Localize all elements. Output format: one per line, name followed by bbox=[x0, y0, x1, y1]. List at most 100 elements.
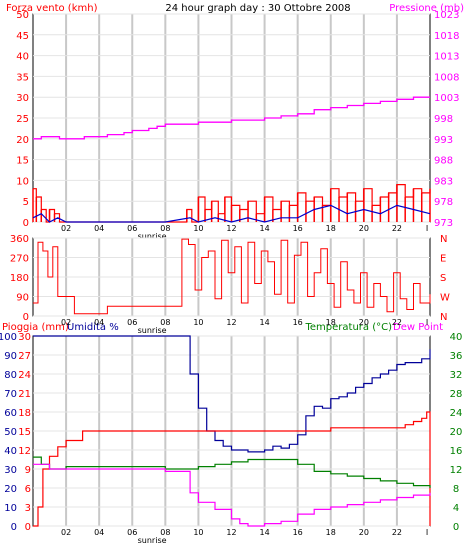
compass-tick-label: N bbox=[440, 312, 447, 323]
x-tick-label: 08 bbox=[160, 318, 170, 327]
pressure-y-tick-label: 973 bbox=[434, 218, 453, 229]
pressure-y-tick-label: 1003 bbox=[434, 93, 459, 104]
wind-y-tick-label: 0 bbox=[23, 218, 29, 229]
humidity-y-tick-label: 30 bbox=[4, 465, 17, 476]
x-tick-label: 10 bbox=[193, 528, 203, 537]
x-tick-label: 10 bbox=[193, 224, 203, 233]
sunrise-label: sunrise bbox=[138, 232, 167, 241]
compass-tick-label: E bbox=[440, 254, 446, 265]
direction-y-tick-label: 270 bbox=[10, 254, 29, 265]
humidity-y-tick-label: 60 bbox=[4, 408, 17, 419]
pressure-y-tick-label: 993 bbox=[434, 135, 453, 146]
wind-y-tick-label: 40 bbox=[16, 52, 29, 63]
pressure-y-tick-label: 978 bbox=[434, 197, 453, 208]
dewpoint-axis-title: Dew Point bbox=[393, 322, 443, 333]
rain-y-tick-label: 12 bbox=[18, 446, 31, 457]
pressure-y-tick-label: 988 bbox=[434, 156, 453, 167]
x-tick-label: 20 bbox=[359, 224, 369, 233]
humidity-rain-temperature-panel: 02 04 06 08 10 12 14 16 18 20 22 Isunrise0102030405… bbox=[0, 332, 462, 545]
x-tick-label: 06 bbox=[127, 528, 137, 537]
x-tick-label: 08 bbox=[160, 528, 170, 537]
humidity-y-tick-label: 0 bbox=[11, 522, 17, 533]
x-tick-label: 04 bbox=[94, 224, 104, 233]
compass-tick-label: S bbox=[440, 273, 446, 284]
x-tick-label: I bbox=[426, 224, 428, 233]
x-tick-label: 06 bbox=[127, 224, 137, 233]
rain-y-tick-label: 30 bbox=[18, 332, 31, 343]
temperature-y-tick-label: 8 bbox=[453, 484, 459, 495]
x-tick-label: 06 bbox=[127, 318, 137, 327]
temperature-y-tick-label: 36 bbox=[450, 351, 463, 362]
pressure-axis-title: Pressione (mb) bbox=[389, 3, 464, 14]
rain-y-tick-label: 0 bbox=[25, 522, 31, 533]
humidity-line bbox=[33, 335, 431, 453]
rain-y-tick-label: 21 bbox=[18, 389, 31, 400]
temperature-y-tick-label: 24 bbox=[450, 408, 463, 419]
pressure-line bbox=[33, 96, 430, 140]
x-tick-label: 12 bbox=[226, 528, 236, 537]
dewpoint-line bbox=[33, 463, 431, 527]
wind-y-tick-label: 20 bbox=[16, 135, 29, 146]
rain-y-tick-label: 15 bbox=[18, 427, 31, 438]
humidity-y-tick-label: 10 bbox=[4, 503, 17, 514]
humidity-y-tick-label: 70 bbox=[4, 389, 17, 400]
sunrise-label: sunrise bbox=[138, 536, 167, 545]
x-tick-label: I bbox=[426, 528, 428, 537]
x-tick-label: 04 bbox=[94, 318, 104, 327]
x-tick-label: 18 bbox=[326, 318, 336, 327]
humidity-y-tick-label: 40 bbox=[4, 446, 17, 457]
x-tick-label: 10 bbox=[193, 318, 203, 327]
x-tick-label: 12 bbox=[226, 224, 236, 233]
compass-tick-label: N bbox=[440, 234, 447, 245]
compass-tick-label: W bbox=[440, 293, 450, 304]
temperature-y-tick-label: 28 bbox=[450, 389, 463, 400]
x-tick-label: 14 bbox=[259, 318, 269, 327]
temperature-y-tick-label: 32 bbox=[450, 370, 463, 381]
pressure-y-tick-label: 998 bbox=[434, 114, 453, 125]
pressure-y-tick-label: 1018 bbox=[434, 31, 459, 42]
x-tick-label: 22 bbox=[392, 528, 402, 537]
humidity-y-tick-label: 50 bbox=[4, 427, 17, 438]
x-tick-label: 16 bbox=[293, 528, 303, 537]
x-tick-label: 04 bbox=[94, 528, 104, 537]
rain-y-tick-label: 9 bbox=[25, 465, 31, 476]
wind-axis-title: Forza vento (kmh) bbox=[6, 3, 98, 14]
wind-y-tick-label: 15 bbox=[16, 156, 29, 167]
x-tick-label: 20 bbox=[359, 318, 369, 327]
wind-y-tick-label: 25 bbox=[16, 114, 29, 125]
x-tick-label: 22 bbox=[392, 224, 402, 233]
humidity-y-tick-label: 80 bbox=[4, 370, 17, 381]
pressure-y-tick-label: 1023 bbox=[434, 10, 459, 21]
wind-y-tick-label: 45 bbox=[16, 31, 29, 42]
x-tick-label: 14 bbox=[259, 528, 269, 537]
x-tick-label: 20 bbox=[359, 528, 369, 537]
rain-y-tick-label: 6 bbox=[25, 484, 31, 495]
x-tick-label: 02 bbox=[61, 224, 71, 233]
temperature-y-tick-label: 20 bbox=[450, 427, 463, 438]
humidity-y-tick-label: 20 bbox=[4, 484, 17, 495]
humidity-y-tick-label: 100 bbox=[0, 332, 17, 343]
temperature-y-tick-label: 40 bbox=[450, 332, 463, 343]
x-tick-label: I bbox=[426, 318, 428, 327]
x-tick-label: 18 bbox=[326, 528, 336, 537]
direction-y-tick-label: 90 bbox=[16, 293, 29, 304]
temperature-y-tick-label: 4 bbox=[453, 503, 459, 514]
temperature-y-tick-label: 16 bbox=[450, 446, 463, 457]
wind-y-tick-label: 50 bbox=[16, 10, 29, 21]
x-tick-label: 02 bbox=[61, 528, 71, 537]
x-tick-label: 18 bbox=[326, 224, 336, 233]
wind-y-tick-label: 5 bbox=[23, 197, 29, 208]
x-tick-label: 08 bbox=[160, 224, 170, 233]
wind-y-tick-label: 10 bbox=[16, 176, 29, 187]
x-tick-label: 16 bbox=[293, 224, 303, 233]
wind-direction-line bbox=[33, 238, 431, 315]
rain-y-tick-label: 18 bbox=[18, 408, 31, 419]
sunrise-label: sunrise bbox=[138, 326, 167, 335]
pressure-y-tick-label: 1013 bbox=[434, 52, 459, 63]
rain-y-tick-label: 27 bbox=[18, 351, 31, 362]
temperature-axis-title: Temperatura (°C) bbox=[304, 322, 392, 333]
wind-y-tick-label: 35 bbox=[16, 72, 29, 83]
direction-y-tick-label: 0 bbox=[23, 312, 29, 323]
